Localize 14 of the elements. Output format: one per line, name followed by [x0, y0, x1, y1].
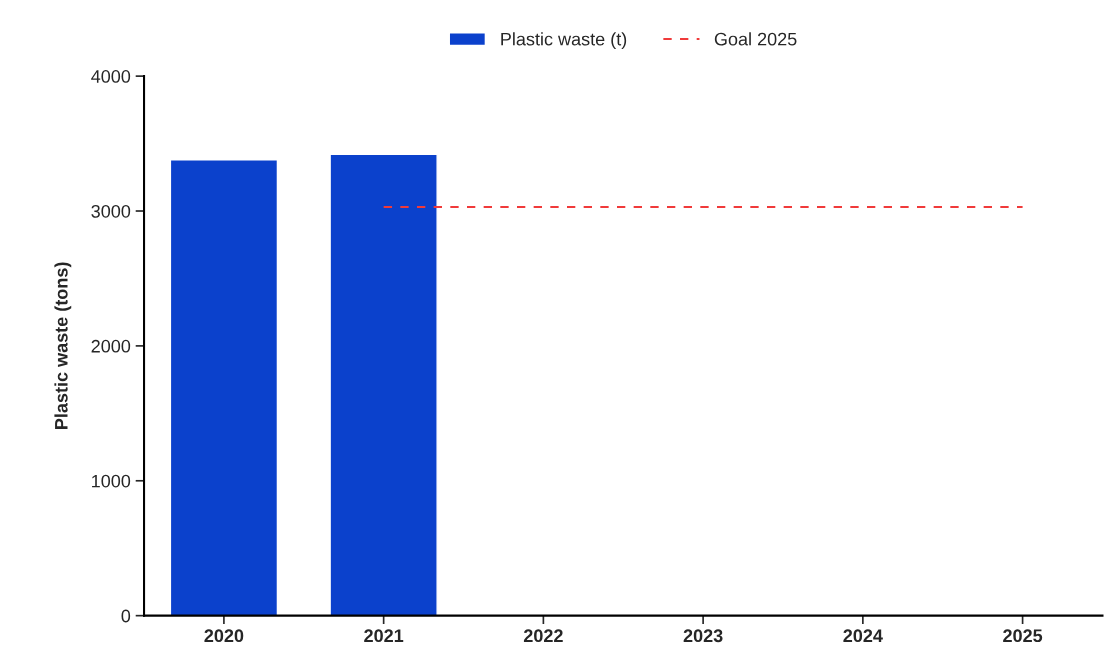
x-tick-label: 2024 — [843, 629, 883, 643]
y-tick-label: 2000 — [91, 339, 131, 353]
y-tick-label: 1000 — [92, 474, 131, 488]
y-axis-title: Plastic waste (tons) — [54, 262, 72, 429]
legend-label: Goal 2025 — [714, 32, 797, 46]
x-tick-label: 2023 — [683, 629, 723, 643]
x-tick-label: 2022 — [523, 629, 563, 643]
y-tick-label: 3000 — [91, 204, 131, 218]
x-tick-label: 2021 — [364, 629, 404, 643]
x-tick-label: 2020 — [204, 629, 244, 643]
y-tick-label: 0 — [121, 609, 131, 623]
x-tick-label: 2025 — [1003, 629, 1043, 643]
y-tick-label: 4000 — [91, 70, 131, 83]
legend-label: Plastic waste (t) — [501, 32, 627, 50]
